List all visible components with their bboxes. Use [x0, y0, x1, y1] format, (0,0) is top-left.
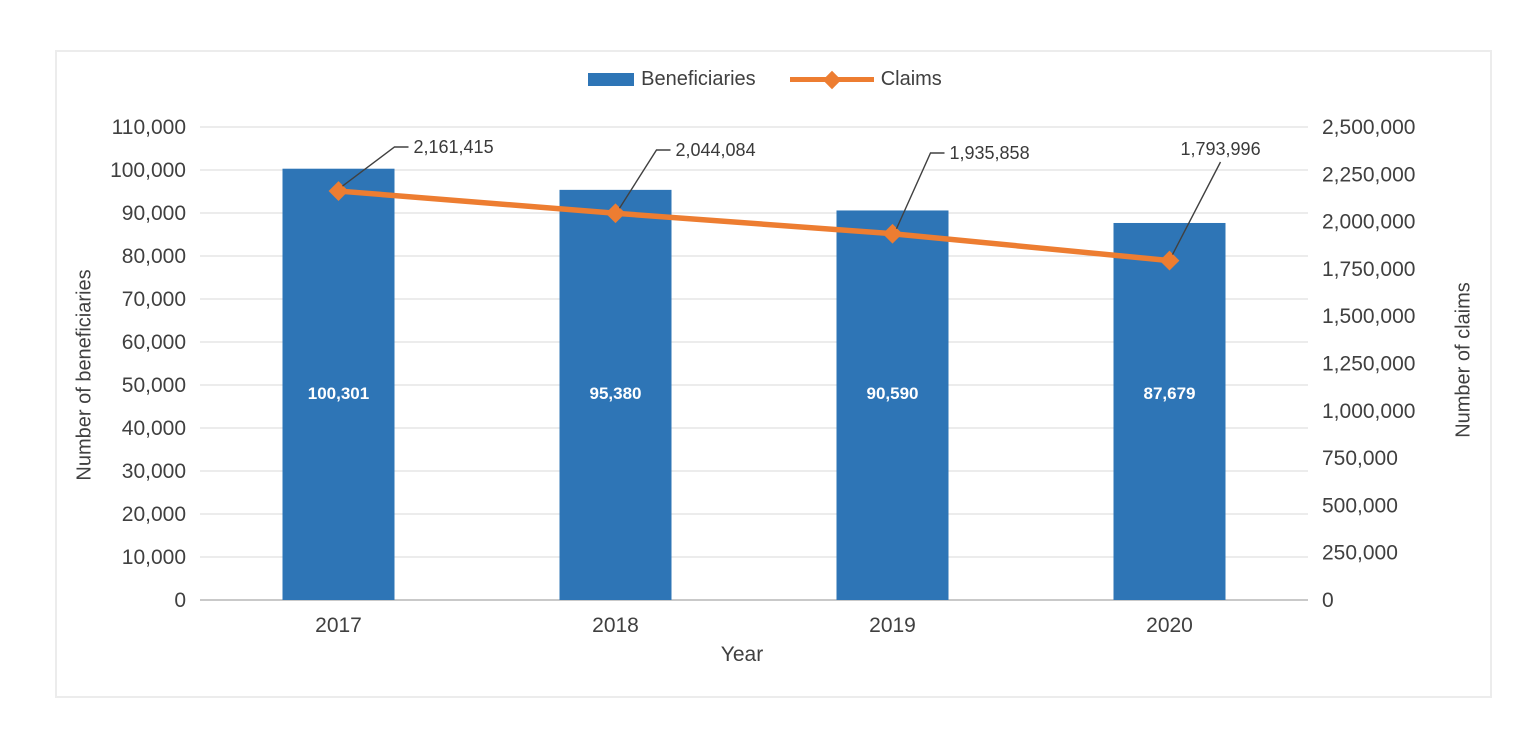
legend-claims-label: Claims	[880, 68, 942, 90]
bar-2017	[282, 168, 395, 601]
claims-callout-label: 1,935,858	[950, 143, 1030, 163]
callout-leader-line	[342, 146, 409, 187]
left-tick-label: 40,000	[122, 417, 186, 440]
bar-data-label: 87,679	[1144, 384, 1196, 403]
claims-callout-label: 2,044,084	[676, 140, 756, 160]
callout-leader-line	[895, 152, 945, 230]
right-tick-label: 2,000,000	[1322, 211, 1415, 234]
legend-item-beneficiaries[interactable]: Beneficiaries	[588, 68, 756, 91]
right-tick-label: 1,250,000	[1322, 353, 1415, 376]
x-tick-label: 2017	[315, 614, 362, 637]
right-tick-label: 2,250,000	[1322, 163, 1415, 186]
claims-callout-label: 2,161,415	[414, 137, 494, 157]
right-tick-label: 2,500,000	[1322, 116, 1415, 139]
bar-2019	[836, 210, 949, 600]
beneficiaries-bars: 100,301 95,380 90,590 87,679	[282, 168, 1226, 601]
left-tick-label: 10,000	[122, 546, 186, 569]
callout-leader-line	[618, 149, 671, 209]
right-tick-label: 750,000	[1322, 447, 1398, 470]
left-tick-label: 70,000	[122, 288, 186, 311]
left-tick-label: 110,000	[112, 116, 186, 139]
x-tick-label: 2018	[592, 614, 639, 637]
legend-item-claims[interactable]: Claims	[789, 68, 942, 91]
x-axis-ticks: 2017 2018 2019 2020	[315, 614, 1193, 637]
right-tick-label: 1,500,000	[1322, 305, 1415, 328]
left-tick-label: 80,000	[122, 245, 186, 268]
right-tick-label: 500,000	[1322, 494, 1398, 517]
legend-claims-swatch-icon	[789, 70, 874, 89]
legend: Beneficiaries Claims	[0, 68, 1530, 91]
legend-beneficiaries-swatch-icon	[588, 73, 635, 86]
left-tick-label: 0	[174, 589, 186, 612]
bar-2018	[559, 189, 672, 600]
right-tick-label: 250,000	[1322, 542, 1398, 565]
callout-leader-line	[1171, 161, 1222, 255]
x-tick-label: 2019	[869, 614, 916, 637]
right-tick-label: 0	[1322, 589, 1334, 612]
bar-data-label: 90,590	[867, 384, 919, 403]
bar-2020	[1113, 222, 1226, 601]
left-tick-label: 90,000	[122, 202, 186, 225]
x-axis-title: Year	[720, 643, 764, 666]
left-tick-label: 50,000	[122, 374, 186, 397]
claims-line	[335, 188, 1173, 264]
right-tick-label: 1,000,000	[1322, 400, 1415, 423]
left-tick-label: 60,000	[122, 331, 186, 354]
bar-data-label: 100,301	[308, 384, 369, 403]
bar-data-label: 95,380	[590, 384, 642, 403]
marker-2020	[1159, 250, 1180, 271]
right-tick-label: 1,750,000	[1322, 258, 1415, 281]
left-axis-title: Number of beneficiaries	[73, 269, 96, 481]
right-axis-title: Number of claims	[1452, 282, 1475, 438]
x-tick-label: 2020	[1146, 614, 1193, 637]
left-tick-label: 30,000	[122, 460, 186, 483]
legend-beneficiaries-label: Beneficiaries	[641, 68, 756, 90]
claims-data-labels: 2,161,415 2,044,084 1,935,858 1,793,996	[342, 137, 1261, 255]
left-tick-label: 20,000	[122, 503, 186, 526]
left-tick-label: 100,000	[110, 159, 186, 182]
right-axis-ticks: 0 250,000 500,000 750,000 1,000,000 1,250,000…	[1322, 116, 1415, 612]
claims-callout-label: 1,793,996	[1181, 139, 1261, 159]
diamond-marker-icon	[822, 70, 841, 89]
left-axis-ticks: 0 10,000 20,000 30,000 40,000 50,000 60,000 70,…	[110, 116, 186, 612]
